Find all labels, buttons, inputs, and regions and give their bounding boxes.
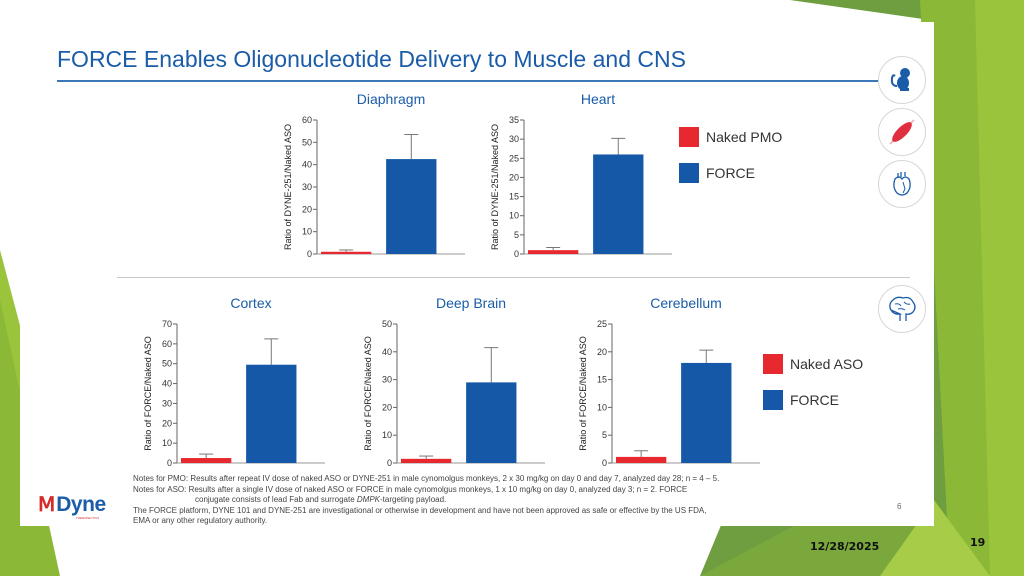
y-tick-label: 60 — [162, 339, 172, 349]
legend-swatch — [679, 163, 699, 183]
legend-label: Naked ASO — [790, 356, 864, 372]
logo-subtext: THERAPEUTICS — [76, 516, 100, 520]
chart-title: Heart — [581, 91, 615, 107]
heart-icon — [878, 160, 926, 208]
y-tick-label: 50 — [302, 137, 312, 147]
bar-force — [681, 362, 732, 463]
y-tick-label: 15 — [509, 192, 519, 202]
note-aso-continued: conjugate consists of lead Fab and surro… — [195, 495, 447, 504]
bar-naked-aso — [616, 456, 667, 463]
legend-swatch — [679, 127, 699, 147]
legend-label: FORCE — [706, 165, 755, 181]
y-tick-label: 10 — [382, 430, 392, 440]
y-tick-label: 0 — [307, 249, 312, 259]
y-tick-label: 60 — [302, 115, 312, 125]
y-tick-label: 10 — [509, 211, 519, 221]
bar-naked-pmo — [321, 251, 372, 254]
y-axis-label: Ratio of FORCE/Naked ASO — [578, 336, 588, 451]
chart-cortex: Cortex Ratio of FORCE/Naked ASO 0 10 20 30 40 5… — [143, 295, 325, 468]
y-tick-label: 50 — [162, 359, 172, 369]
note-disclaimer: The FORCE platform, DYNE 101 and DYNE-25… — [133, 505, 707, 515]
y-tick-label: 20 — [509, 172, 519, 182]
y-tick-label: 0 — [167, 458, 172, 468]
note-disclaimer-continued: EMA or any other regulatory authority. — [133, 516, 268, 525]
brain-icon — [878, 285, 926, 333]
bar-force — [246, 364, 297, 463]
chart-cerebellum: Cerebellum Ratio of FORCE/Naked ASO 0 5 10 15… — [578, 295, 760, 468]
y-axis-label: Ratio of DYNE-251/Naked ASO — [490, 124, 500, 250]
section-divider — [117, 277, 910, 278]
y-tick-label: 50 — [382, 319, 392, 329]
inner-page-number: 6 — [897, 502, 902, 511]
y-tick-label: 40 — [162, 379, 172, 389]
slide-title: FORCE Enables Oligonucleotide Delivery t… — [57, 46, 686, 72]
bar-naked-pmo — [528, 250, 579, 254]
chart-title: Diaphragm — [357, 91, 425, 107]
footer-date: 12/28/2025 — [810, 540, 880, 553]
chart-deep-brain: Deep Brain Ratio of FORCE/Naked ASO 0 10 20 3… — [363, 295, 545, 468]
y-axis-label: Ratio of DYNE-251/Naked ASO — [283, 124, 293, 250]
y-tick-label: 70 — [162, 319, 172, 329]
y-axis-label: Ratio of FORCE/Naked ASO — [363, 336, 373, 451]
y-tick-label: 30 — [382, 375, 392, 385]
y-tick-label: 5 — [514, 230, 519, 240]
y-tick-label: 10 — [597, 402, 607, 412]
legend-label: Naked PMO — [706, 129, 783, 145]
y-tick-label: 10 — [302, 227, 312, 237]
y-tick-label: 5 — [602, 430, 607, 440]
legend-item-force: FORCE — [679, 162, 782, 184]
y-tick-label: 20 — [302, 204, 312, 214]
muscle-icon — [878, 108, 926, 156]
bar-naked-aso — [181, 458, 232, 463]
legend-item-force: FORCE — [763, 389, 863, 411]
y-tick-label: 25 — [597, 319, 607, 329]
y-axis-label: Ratio of FORCE/Naked ASO — [143, 336, 153, 451]
slide-content: FORCE Enables Oligonucleotide Delivery t… — [20, 22, 934, 526]
note-pmo: Notes for PMO: Results after repeat IV d… — [133, 474, 720, 483]
bar-force — [593, 154, 644, 254]
y-tick-label: 20 — [382, 402, 392, 412]
monkey-icon — [878, 56, 926, 104]
y-tick-label: 20 — [597, 347, 607, 357]
legend-item-naked-aso: Naked ASO — [763, 353, 863, 375]
y-tick-label: 0 — [514, 249, 519, 259]
chart-title: Cerebellum — [650, 295, 722, 311]
y-tick-label: 0 — [602, 458, 607, 468]
y-tick-label: 25 — [509, 153, 519, 163]
logo-mark-icon: 𝖬 — [38, 494, 56, 516]
y-tick-label: 35 — [509, 115, 519, 125]
bar-force — [466, 382, 517, 463]
legend-bottom: Naked ASO FORCE — [763, 353, 863, 425]
y-tick-label: 40 — [302, 160, 312, 170]
legend-item-naked-pmo: Naked PMO — [679, 126, 782, 148]
bar-naked-aso — [401, 458, 452, 463]
footnotes: Notes for PMO: Results after repeat IV d… — [133, 474, 913, 527]
legend-swatch — [763, 354, 783, 374]
chart-title: Cortex — [230, 295, 271, 311]
y-tick-label: 30 — [302, 182, 312, 192]
logo-text: Dyne — [56, 493, 106, 516]
y-tick-label: 40 — [382, 347, 392, 357]
chart-title: Deep Brain — [436, 295, 506, 311]
legend-label: FORCE — [790, 392, 839, 408]
y-tick-label: 0 — [387, 458, 392, 468]
footer-page-number: 19 — [970, 536, 986, 549]
chart-heart: Heart Ratio of DYNE-251/Naked ASO 0 5 10 15 20… — [490, 91, 672, 259]
y-tick-label: 30 — [509, 134, 519, 144]
y-tick-label: 30 — [162, 398, 172, 408]
legend-top: Naked PMO FORCE — [679, 126, 782, 198]
bar-force — [386, 159, 437, 254]
legend-swatch — [763, 390, 783, 410]
title-divider — [57, 80, 903, 82]
chart-diaphragm: Diaphragm Ratio of DYNE-251/Naked ASO 0 10 2… — [283, 91, 465, 259]
y-tick-label: 15 — [597, 375, 607, 385]
y-tick-label: 20 — [162, 418, 172, 428]
note-aso: Notes for ASO: Results after a single IV… — [133, 484, 688, 494]
dyne-logo: 𝖬 Dyne THERAPEUTICS — [38, 492, 106, 520]
y-tick-label: 10 — [162, 438, 172, 448]
